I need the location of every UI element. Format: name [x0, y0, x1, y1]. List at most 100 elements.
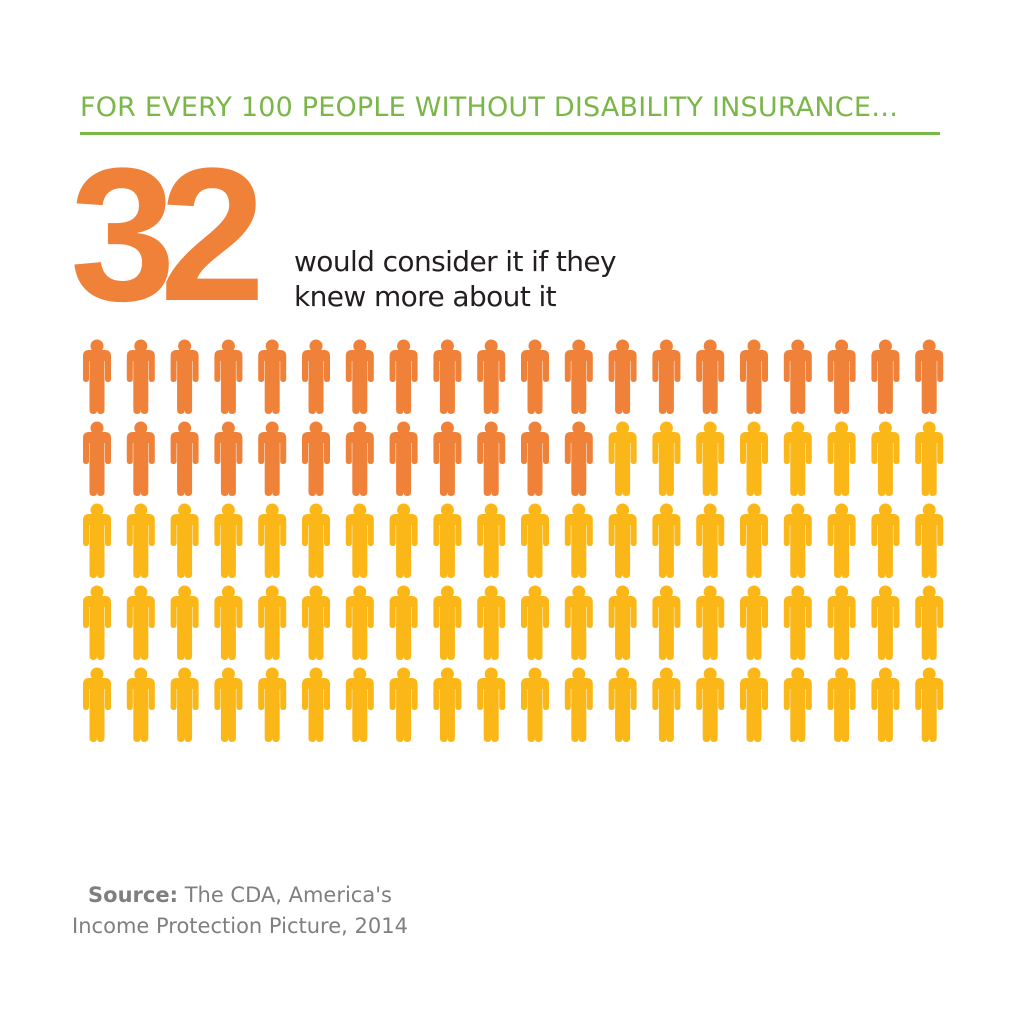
source-text-1: The CDA, America's	[184, 883, 392, 907]
person-icon	[345, 667, 374, 742]
person-icon	[871, 339, 900, 414]
person-icon	[258, 667, 287, 742]
person-icon	[389, 339, 418, 414]
person-icon	[783, 667, 812, 742]
person-icon	[433, 339, 462, 414]
person-icon	[214, 667, 243, 742]
person-icon	[302, 339, 330, 414]
person-icon	[83, 503, 111, 578]
person-icon	[564, 339, 593, 414]
person-icon	[871, 667, 900, 742]
person-icon	[126, 503, 155, 578]
person-icon	[783, 503, 812, 578]
person-icon	[915, 339, 944, 414]
big-number: 32	[70, 129, 265, 341]
person-icon	[389, 585, 418, 660]
person-icon	[433, 421, 462, 496]
person-icon	[126, 667, 155, 742]
person-icon	[915, 421, 944, 496]
person-icon	[696, 503, 725, 578]
headline: FOR EVERY 100 PEOPLE WITHOUT DISABILITY …	[80, 92, 899, 123]
person-icon	[389, 421, 418, 496]
person-icon	[696, 667, 725, 742]
person-icon	[696, 339, 725, 414]
person-icon	[915, 585, 944, 660]
person-icon	[258, 339, 287, 414]
person-icon	[783, 585, 812, 660]
person-icon	[740, 667, 768, 742]
person-icon	[827, 667, 856, 742]
person-icon	[652, 421, 681, 496]
person-icon	[827, 421, 856, 496]
person-icon	[214, 339, 243, 414]
person-icon	[827, 503, 856, 578]
person-icon	[389, 503, 418, 578]
person-icon	[83, 585, 111, 660]
person-icon	[652, 585, 681, 660]
person-icon	[433, 585, 462, 660]
person-icon	[608, 339, 637, 414]
person-icon	[433, 667, 462, 742]
person-icon	[521, 667, 549, 742]
person-icon	[521, 503, 549, 578]
person-icon	[871, 421, 900, 496]
person-icon	[740, 585, 768, 660]
person-icon	[477, 585, 506, 660]
person-icon	[83, 667, 111, 742]
headline-rule	[80, 132, 940, 135]
person-icon	[433, 503, 462, 578]
person-icon	[214, 421, 243, 496]
source-note: Source: The CDA, America's Income Protec…	[30, 880, 450, 942]
person-icon	[652, 339, 681, 414]
person-icon	[83, 421, 111, 496]
person-icon	[652, 503, 681, 578]
person-icon	[827, 585, 856, 660]
person-icon	[214, 503, 243, 578]
person-icon	[170, 339, 199, 414]
person-icon	[477, 503, 506, 578]
person-icon	[170, 585, 199, 660]
person-icon	[521, 339, 549, 414]
person-icon	[83, 339, 111, 414]
person-icon	[477, 339, 506, 414]
person-icon	[608, 667, 637, 742]
stat-caption-line-1: would consider it if they	[294, 245, 617, 278]
person-icon	[302, 667, 330, 742]
source-line-2: Income Protection Picture, 2014	[72, 914, 408, 938]
person-icon	[915, 667, 944, 742]
person-icon	[170, 503, 199, 578]
person-icon	[302, 585, 330, 660]
person-icon	[258, 421, 287, 496]
person-icon	[564, 421, 593, 496]
person-icon	[302, 503, 330, 578]
person-icon	[521, 421, 549, 496]
person-icon	[871, 585, 900, 660]
person-icon	[783, 421, 812, 496]
person-icon	[389, 667, 418, 742]
person-icon	[564, 585, 593, 660]
person-icon	[345, 503, 374, 578]
person-icon	[477, 421, 506, 496]
stat-caption-line-2: knew more about it	[294, 280, 557, 313]
person-icon	[170, 667, 199, 742]
person-icon	[214, 585, 243, 660]
person-icon	[915, 503, 944, 578]
person-icon	[126, 339, 155, 414]
person-icon	[345, 585, 374, 660]
person-icon	[477, 667, 506, 742]
source-label: Source:	[88, 883, 178, 907]
person-icon	[126, 585, 155, 660]
person-icon	[345, 339, 374, 414]
person-icon	[608, 503, 637, 578]
person-icon	[783, 339, 812, 414]
person-icon	[170, 421, 199, 496]
person-icon	[564, 503, 593, 578]
person-icon	[258, 585, 287, 660]
person-icon	[521, 585, 549, 660]
person-icon	[652, 667, 681, 742]
person-icon	[258, 503, 287, 578]
person-icon	[740, 339, 768, 414]
person-icon	[345, 421, 374, 496]
person-icon	[740, 503, 768, 578]
person-icon	[126, 421, 155, 496]
